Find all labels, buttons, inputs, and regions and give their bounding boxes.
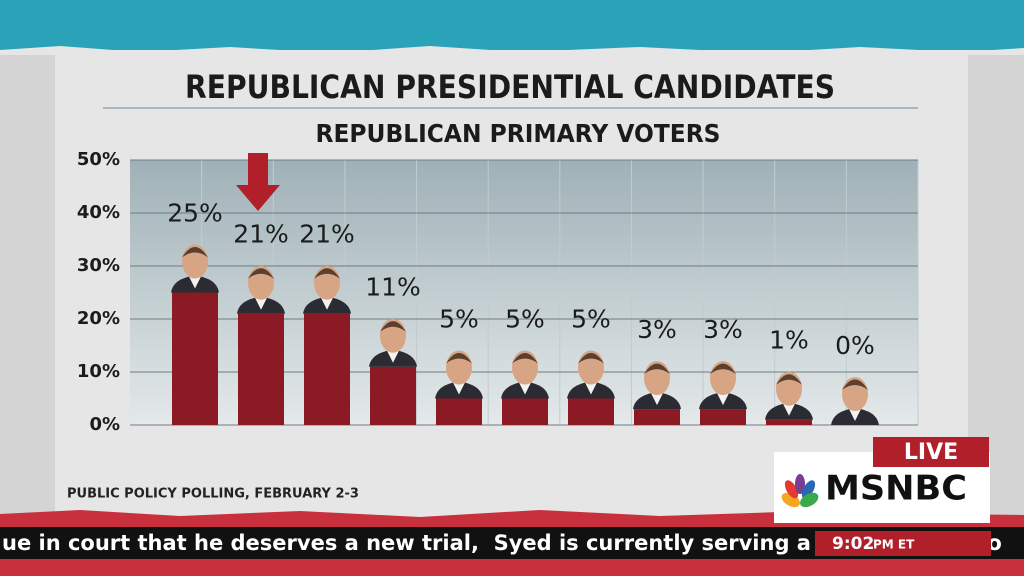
candidate-collar <box>453 382 465 395</box>
source-note: PUBLIC POLICY POLLING, FEBRUARY 2-3 <box>67 487 359 502</box>
chart-title: REPUBLICAN PRESIDENTIAL CANDIDATES <box>185 68 835 106</box>
torn-edge <box>0 46 1024 60</box>
time-box <box>815 531 991 556</box>
bar <box>304 313 350 425</box>
y-tick-label: 20% <box>77 308 120 329</box>
data-label: 11% <box>365 273 421 302</box>
bar <box>568 398 614 425</box>
y-tick-label: 30% <box>77 255 120 276</box>
y-tick-label: 0% <box>89 414 120 435</box>
peacock-logo <box>781 474 819 508</box>
bar <box>370 366 416 425</box>
bar <box>634 409 680 425</box>
data-label: 21% <box>233 220 289 249</box>
candidate-collar <box>585 382 597 395</box>
candidate-collar <box>321 297 333 310</box>
bar <box>436 398 482 425</box>
candidate-hair <box>248 268 274 279</box>
candidate-hair <box>578 353 604 364</box>
candidate-hair <box>710 363 736 375</box>
candidate-collar <box>189 276 201 289</box>
chart-subtitle: REPUBLICAN PRIMARY VOTERS <box>316 119 721 148</box>
candidate-collar <box>519 382 531 395</box>
y-tick-label: 40% <box>77 202 120 223</box>
bar <box>172 292 218 425</box>
candidate-hair <box>446 353 472 364</box>
candidate-hair <box>842 379 868 390</box>
data-label: 5% <box>439 305 479 334</box>
live-label: LIVE <box>904 440 958 465</box>
y-tick-label: 10% <box>77 361 120 382</box>
network-logo: MSNBC <box>825 469 967 509</box>
bar <box>238 313 284 425</box>
candidate-hair <box>512 353 538 364</box>
bar <box>502 398 548 425</box>
candidate-collar <box>255 297 267 310</box>
candidate-hair <box>182 247 208 258</box>
data-label: 1% <box>769 326 809 355</box>
candidate-collar <box>717 393 729 406</box>
candidate-collar <box>387 350 399 363</box>
candidate-collar <box>849 409 861 421</box>
data-label: 3% <box>637 315 677 344</box>
candidate-hair <box>644 363 670 375</box>
side-stripe <box>0 55 55 525</box>
data-label: 25% <box>167 199 223 228</box>
data-label: 3% <box>703 315 743 344</box>
time: 9:02 <box>832 534 874 554</box>
bar <box>766 419 812 425</box>
data-label: 5% <box>571 305 611 334</box>
y-tick-label: 50% <box>77 149 120 170</box>
data-label: 5% <box>505 305 545 334</box>
top-band <box>0 0 1024 50</box>
candidate-collar <box>783 403 795 416</box>
candidate-hair <box>380 321 406 332</box>
candidate-collar <box>651 393 663 406</box>
bar <box>700 409 746 425</box>
time-suffix: PM ET <box>873 538 915 552</box>
data-label: 0% <box>835 331 875 360</box>
candidate-hair <box>776 374 802 385</box>
live-box <box>873 437 989 467</box>
data-label: 21% <box>299 220 355 249</box>
candidate-hair <box>314 268 340 279</box>
highlight-arrow <box>236 153 280 211</box>
plot: 0% 10% 20% 30% 40% 50% 25% 21% 21% 11% 5% 5% 5% 3% 3% 1… <box>77 149 919 435</box>
